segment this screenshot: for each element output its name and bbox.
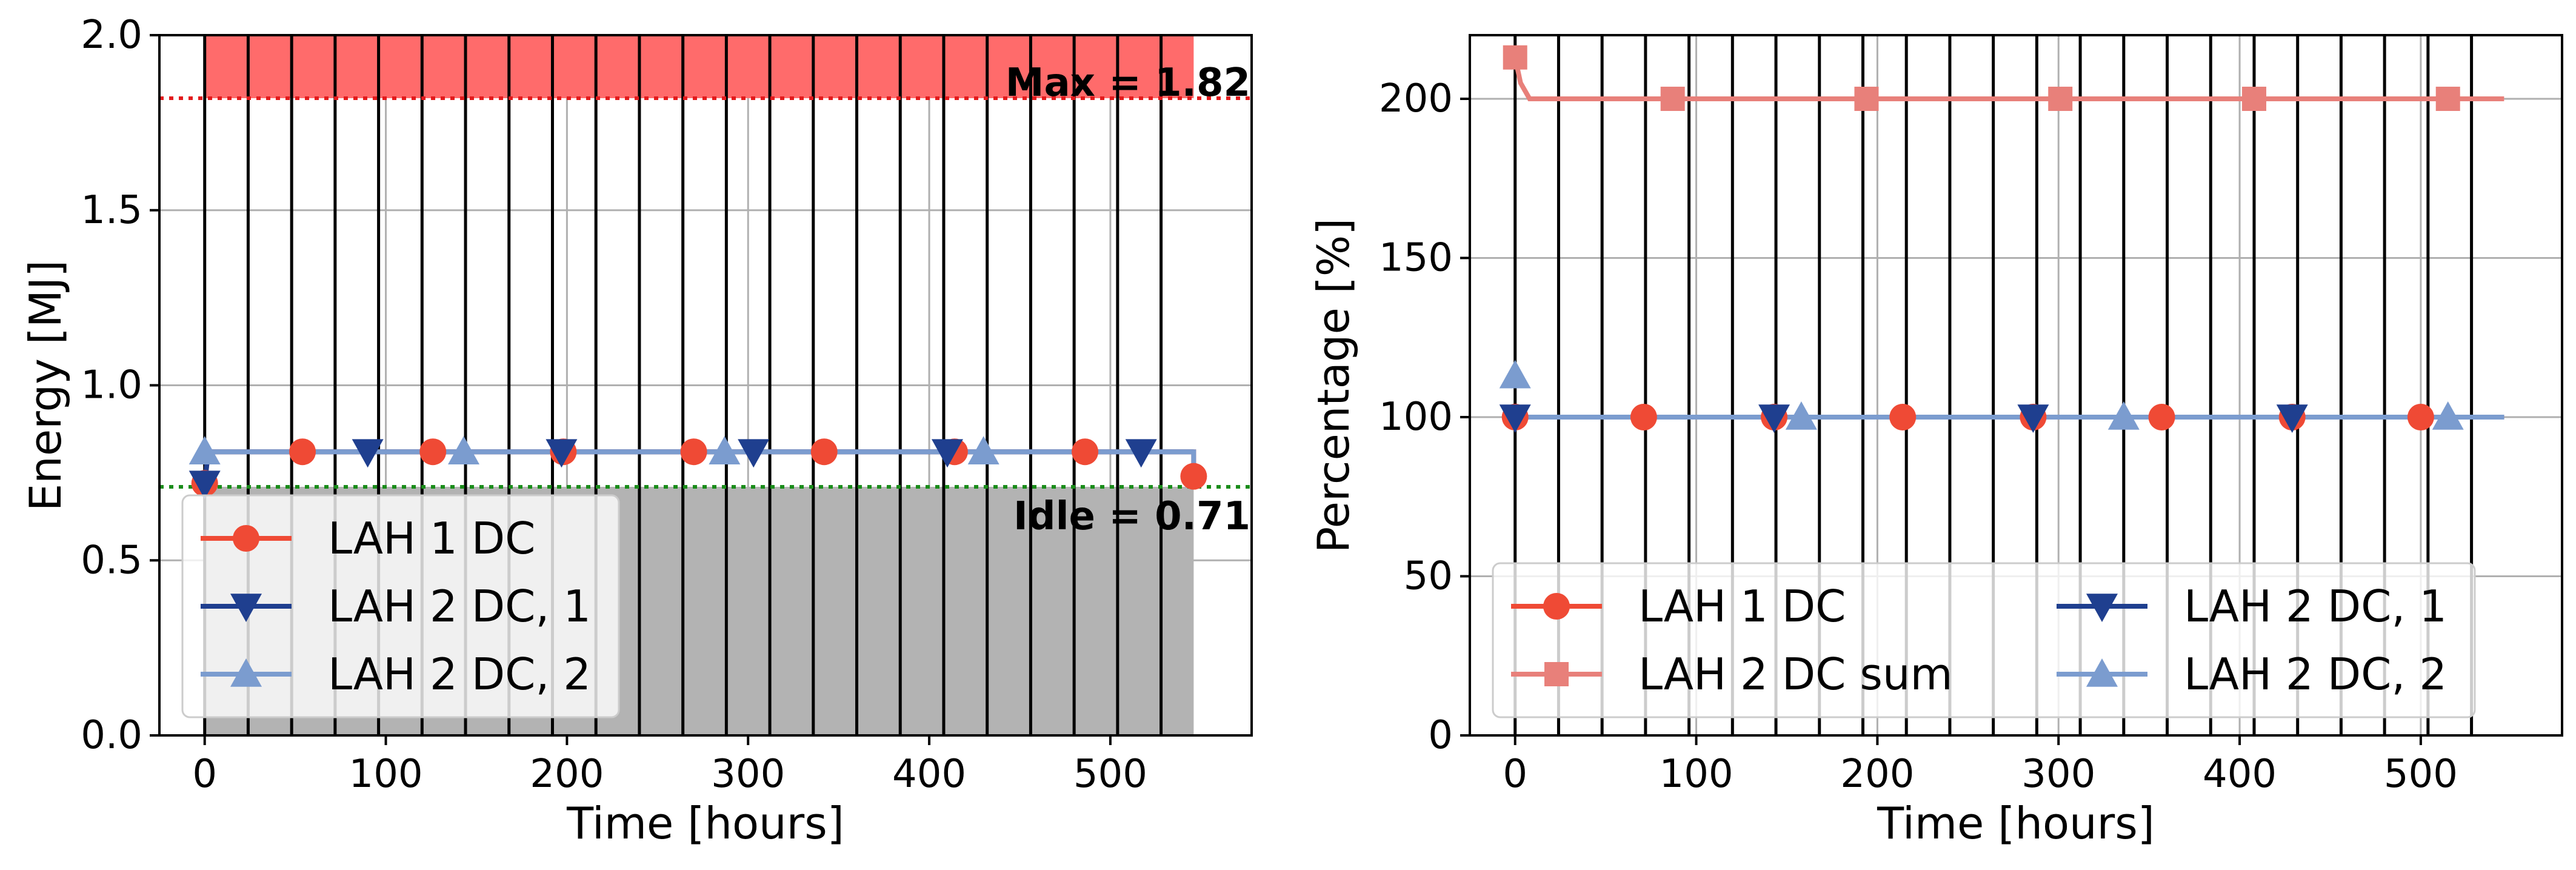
x-tick-label: 100	[349, 752, 422, 797]
x-tick-label: 400	[2203, 752, 2277, 797]
data-point	[680, 438, 707, 466]
legend-item: LAH 2 DC sum	[1511, 649, 1953, 700]
legend-label: LAH 2 DC, 2	[2184, 649, 2447, 700]
legend-box	[181, 494, 620, 718]
data-point	[2048, 87, 2073, 111]
legend-box	[1492, 562, 2476, 718]
max-band	[204, 35, 1194, 98]
series-line	[1512, 56, 2504, 101]
x-tick-label: 200	[1840, 752, 1914, 797]
legend-label: LAH 1 DC	[1638, 581, 1846, 632]
x-tick-label: 0	[192, 752, 217, 797]
legend-marker	[2086, 658, 2118, 687]
x-tick-label: 500	[1073, 752, 1147, 797]
legend-label: LAH 2 DC sum	[1638, 649, 1953, 700]
legend-label: LAH 1 DC	[328, 513, 535, 564]
data-point	[931, 439, 963, 468]
data-point	[1125, 439, 1157, 468]
x-tick-label: 500	[2384, 752, 2458, 797]
data-point	[2241, 87, 2266, 111]
data-point	[448, 436, 480, 465]
data-point	[810, 438, 838, 466]
data-point	[1499, 404, 1531, 433]
legend-marker	[233, 525, 259, 552]
y-tick-label: 2.0	[81, 13, 142, 58]
legend-item: LAH 2 DC, 2	[201, 649, 591, 700]
data-point	[1072, 438, 1099, 466]
x-tick-label: 300	[2021, 752, 2095, 797]
data-point	[2276, 404, 2308, 433]
data-point	[189, 436, 221, 465]
energy-plot-area: Max = 1.82 Idle = 0.71 0 100 200 300 400 500 0.0…	[81, 13, 1253, 797]
legend-label: LAH 2 DC, 1	[328, 581, 591, 632]
data-point	[967, 436, 999, 465]
data-point	[189, 470, 221, 500]
x-tick-label: 200	[530, 752, 604, 797]
percentage-x-axis-label: Time [hours]	[1877, 798, 2155, 849]
legend-marker	[230, 658, 262, 687]
y-tick-label: 0.0	[81, 713, 142, 758]
data-point	[2148, 404, 2175, 430]
axes-frame	[1469, 34, 2563, 737]
legend-label: LAH 2 DC, 2	[328, 649, 591, 700]
y-tick-label: 0	[1428, 713, 1453, 758]
y-tick-label: 1.5	[81, 188, 142, 233]
reference-line-label: Max = 1.82	[1006, 61, 1250, 105]
data-point	[546, 439, 578, 468]
legend-label: LAH 2 DC, 1	[2184, 581, 2447, 632]
x-tick-label: 300	[711, 752, 785, 797]
energy-y-axis-label: Energy [MJ]	[20, 260, 71, 512]
legend-item: LAH 2 DC, 1	[2057, 581, 2447, 632]
x-tick-label: 400	[892, 752, 966, 797]
legend-marker	[2086, 594, 2118, 622]
data-point	[2407, 404, 2434, 430]
data-point	[738, 439, 770, 468]
data-point	[1503, 45, 1527, 70]
legend-item: LAH 1 DC	[1511, 581, 1846, 632]
data-point	[352, 439, 384, 468]
x-tick-label: 100	[1659, 752, 1733, 797]
legend-item: LAH 2 DC, 2	[2057, 649, 2447, 700]
data-point	[1854, 87, 1879, 111]
data-point	[1499, 360, 1531, 389]
percentage-y-axis-label: Percentage [%]	[1308, 218, 1359, 554]
y-tick-label: 100	[1379, 395, 1453, 440]
data-point	[1630, 404, 1657, 430]
data-point	[709, 436, 741, 465]
data-point	[2435, 87, 2460, 111]
x-tick-label: 0	[1503, 752, 1527, 797]
energy-chart: Max = 1.82 Idle = 0.71 0 100 200 300 400 500 0.0…	[20, 13, 1253, 849]
y-tick-label: 0.5	[81, 538, 142, 583]
y-tick-label: 150	[1379, 236, 1453, 281]
data-point	[1758, 404, 1790, 433]
legend: LAH 1 DC LAH 2 DC sum LAH 2 DC, 1 LAH 2 DC,…	[1492, 562, 2476, 718]
data-point	[1660, 87, 1685, 111]
data-point	[2107, 401, 2140, 430]
legend-item: LAH 2 DC, 1	[201, 581, 591, 632]
data-point	[2432, 401, 2464, 430]
legend: LAH 1 DC LAH 2 DC, 1 LAH 2 DC, 2	[181, 494, 620, 718]
legend-item: LAH 1 DC	[201, 513, 535, 564]
data-point	[289, 438, 316, 466]
legend-marker	[230, 594, 262, 622]
data-point	[2017, 404, 2049, 433]
reference-line-label: Idle = 0.71	[1013, 494, 1250, 539]
data-point	[1889, 404, 1917, 430]
y-tick-label: 50	[1404, 554, 1453, 599]
y-tick-label: 1.0	[81, 363, 142, 408]
legend-marker	[1543, 593, 1570, 620]
energy-x-axis-label: Time [hours]	[566, 798, 844, 849]
data-point	[1785, 401, 1817, 430]
y-tick-label: 200	[1379, 76, 1453, 121]
data-point	[419, 438, 447, 466]
legend-marker	[1544, 662, 1569, 686]
data-point	[1180, 463, 1207, 490]
